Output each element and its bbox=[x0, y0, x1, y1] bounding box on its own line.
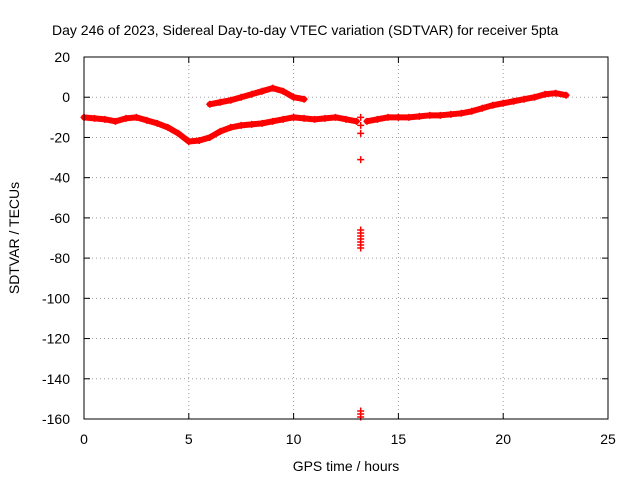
data-point bbox=[357, 244, 365, 252]
tick-labels: 0 5 10 15 20 25 20 0 -20 -40 -60 -80 -100 -120 -140 -16… bbox=[42, 49, 616, 447]
x-tick-label: 25 bbox=[600, 431, 616, 447]
data-point bbox=[357, 121, 365, 129]
data-points bbox=[80, 84, 570, 421]
data-point bbox=[357, 129, 365, 137]
series-band bbox=[363, 90, 570, 125]
y-tick-label: 20 bbox=[54, 49, 70, 65]
y-tick-label: -60 bbox=[50, 210, 70, 226]
y-tick-label: -100 bbox=[42, 290, 70, 306]
y-tick-label: -20 bbox=[50, 129, 70, 145]
series-group bbox=[80, 113, 360, 145]
grid-lines bbox=[84, 57, 608, 419]
data-point bbox=[357, 156, 365, 164]
x-tick-label: 5 bbox=[185, 431, 193, 447]
series-group bbox=[363, 89, 570, 125]
series-group bbox=[206, 84, 308, 108]
x-tick-label: 15 bbox=[391, 431, 407, 447]
y-tick-label: -160 bbox=[42, 411, 70, 427]
axis-ticks bbox=[83, 56, 609, 420]
y-axis-label: SDTVAR / TECUs bbox=[6, 182, 22, 294]
chart-title: Day 246 of 2023, Sidereal Day-to-day VTE… bbox=[52, 22, 559, 38]
x-tick-label: 0 bbox=[80, 431, 88, 447]
series-band bbox=[81, 114, 360, 145]
y-tick-label: 0 bbox=[62, 89, 70, 105]
y-tick-label: -80 bbox=[50, 250, 70, 266]
plot-frame bbox=[83, 56, 609, 420]
series-band bbox=[206, 85, 308, 108]
series-group bbox=[357, 113, 365, 421]
y-tick-label: -40 bbox=[50, 170, 70, 186]
x-tick-label: 20 bbox=[495, 431, 511, 447]
x-tick-label: 10 bbox=[286, 431, 302, 447]
y-tick-label: -120 bbox=[42, 331, 70, 347]
y-tick-label: -140 bbox=[42, 371, 70, 387]
x-axis-label: GPS time / hours bbox=[293, 458, 400, 474]
data-point bbox=[357, 113, 365, 121]
